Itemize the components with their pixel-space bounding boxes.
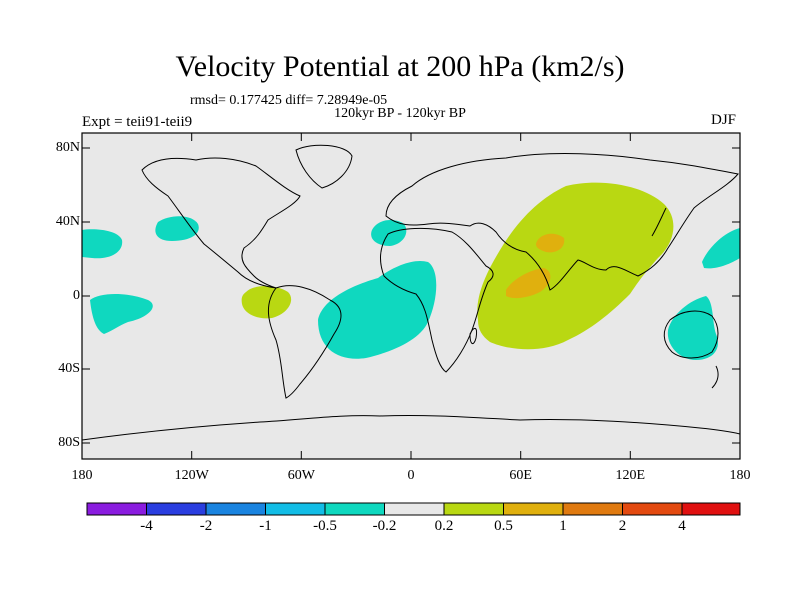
anomaly-neg-australia bbox=[667, 296, 718, 360]
anomaly-neg-south-pacific bbox=[90, 294, 153, 334]
colorbar-swatch-4 bbox=[325, 503, 385, 515]
anomaly-pos-asia-core-1 bbox=[536, 233, 565, 253]
colorbar-swatch-8 bbox=[563, 503, 623, 515]
anomaly-pos-asia bbox=[477, 182, 674, 350]
coast-madagascar bbox=[469, 328, 477, 344]
lon-label-0: 0 bbox=[407, 468, 415, 483]
colorbar-label: 0.5 bbox=[494, 518, 513, 534]
season-label: DJF bbox=[711, 112, 737, 128]
map-subtitle: 120kyr BP - 120kyr BP bbox=[334, 106, 466, 121]
lon-label-120e: 120E bbox=[615, 468, 646, 483]
anomaly-neg-mediterranean bbox=[371, 220, 407, 246]
map-title: Velocity Potential at 200 hPa (km2/s) bbox=[175, 50, 625, 83]
colorbar-label: -0.5 bbox=[313, 518, 337, 534]
anomaly-neg-north-pacific-2 bbox=[155, 216, 199, 241]
coast-japan bbox=[651, 207, 667, 237]
colorbar-swatch-2 bbox=[206, 503, 266, 515]
coast-new-zealand bbox=[711, 365, 719, 389]
lon-label-180w: 180 bbox=[71, 468, 93, 483]
colorbar-label: 2 bbox=[618, 518, 627, 534]
colorbar-label: -4 bbox=[140, 518, 153, 534]
lat-label-0: 0 bbox=[73, 288, 80, 303]
lat-label-80n: 80N bbox=[55, 140, 80, 155]
anomaly-pos-south-america bbox=[241, 286, 292, 319]
colorbar-label: -1 bbox=[259, 518, 272, 534]
lat-label-80s: 80S bbox=[58, 435, 80, 450]
experiment-label: Expt = teii91-teii9 bbox=[82, 114, 193, 130]
stats-text: rmsd= 0.177425 diff= 7.28949e-05 bbox=[190, 93, 388, 108]
coast-eurasia bbox=[385, 153, 739, 291]
lon-label-60w: 60W bbox=[287, 468, 315, 483]
coast-antarctica bbox=[82, 414, 740, 441]
anomaly-neg-west-pacific bbox=[702, 228, 740, 269]
colorbar-swatch-1 bbox=[146, 503, 206, 515]
colorbar-label: 1 bbox=[559, 518, 567, 534]
lon-label-180e: 180 bbox=[729, 468, 751, 483]
colorbar-swatch-5 bbox=[384, 503, 444, 515]
anomaly-neg-north-pacific bbox=[82, 229, 123, 259]
coast-australia bbox=[663, 310, 719, 359]
colorbar-swatch-10 bbox=[682, 503, 740, 515]
colorbar-swatch-7 bbox=[503, 503, 563, 515]
coast-south-america bbox=[268, 285, 342, 399]
colorbar-swatch-3 bbox=[265, 503, 325, 515]
coast-greenland bbox=[295, 144, 353, 189]
colorbar-swatch-9 bbox=[622, 503, 682, 515]
lat-label-40n: 40N bbox=[55, 214, 80, 229]
axis-ticks bbox=[82, 133, 740, 459]
colorbar-label: 4 bbox=[678, 518, 686, 534]
colorbar-swatch-0 bbox=[87, 503, 147, 515]
coast-north-america bbox=[141, 157, 301, 289]
coastlines bbox=[82, 144, 740, 441]
colorbar-label: 0.2 bbox=[434, 518, 454, 534]
colorbar-label: -2 bbox=[199, 518, 213, 534]
colorbar-label: -0.2 bbox=[372, 518, 397, 534]
lat-label-40s: 40S bbox=[58, 361, 80, 376]
coast-africa bbox=[380, 227, 494, 373]
lon-label-60e: 60E bbox=[509, 468, 532, 483]
anomaly-neg-atlantic bbox=[318, 260, 437, 359]
colorbar-swatch-6 bbox=[444, 503, 504, 515]
anomaly-pos-asia-core-2 bbox=[506, 268, 551, 299]
colorbar bbox=[86, 502, 741, 516]
lon-label-120w: 120W bbox=[174, 468, 209, 483]
